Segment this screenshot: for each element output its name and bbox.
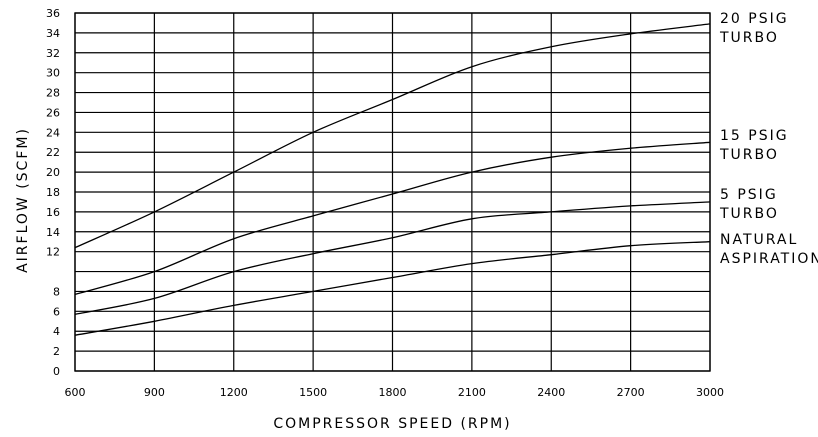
- x-tick-label: 2700: [617, 386, 645, 399]
- series-label-3-line-0: NATURAL: [720, 232, 798, 248]
- y-axis-title: AIRFLOW (SCFM): [15, 127, 31, 273]
- x-tick-label: 1500: [299, 386, 327, 399]
- series-label-2-line-0: 5 PSIG: [720, 187, 778, 203]
- y-tick-label: 26: [46, 106, 60, 119]
- x-axis-title: COMPRESSOR SPEED (RPM): [273, 416, 511, 432]
- x-tick-label: 1200: [220, 386, 248, 399]
- y-tick-label: 30: [46, 67, 60, 80]
- plot-frame: [74, 12, 711, 372]
- curve-layer: [74, 23, 711, 336]
- series-label-1-line-1: TURBO: [719, 147, 779, 163]
- y-tick-label: 22: [46, 146, 60, 159]
- y-tick-label: 28: [46, 87, 60, 100]
- x-tick-label: 3000: [696, 386, 724, 399]
- series-label-1-line-0: 15 PSIG: [720, 128, 789, 144]
- series-line-1: [74, 141, 711, 296]
- x-tick-label: 2100: [458, 386, 486, 399]
- x-tick-label: 1800: [379, 386, 407, 399]
- y-tick-label: 6: [53, 305, 60, 318]
- series-label-0-line-0: 20 PSIG: [720, 11, 789, 27]
- series-line-2: [74, 201, 711, 315]
- series-labels: 20 PSIG TURBO 15 PSIG TURBO 5 PSIG TURBO NATUR…: [719, 11, 818, 267]
- y-tick-label: 18: [46, 186, 60, 199]
- y-tick-label: 34: [46, 27, 60, 40]
- y-tick-label: 32: [46, 47, 60, 60]
- series-line-3: [74, 241, 711, 336]
- y-tick-label: 20: [46, 166, 60, 179]
- y-tick-label: 2: [53, 345, 60, 358]
- x-tick-label: 2400: [537, 386, 565, 399]
- x-tick-labels: 600 900 1200 1500 1800 2100 2400 2700 3000: [65, 386, 725, 399]
- series-label-2-line-1: TURBO: [719, 206, 779, 222]
- y-tick-label: 14: [46, 226, 60, 239]
- y-tick-label: 24: [46, 126, 60, 139]
- y-tick-label: 0: [53, 365, 60, 378]
- y-tick-label: 16: [46, 206, 60, 219]
- y-tick-label: 4: [53, 325, 60, 338]
- series-line-0: [74, 23, 711, 249]
- y-tick-label: 36: [46, 7, 60, 20]
- y-tick-label: 12: [46, 246, 60, 259]
- grid-layer: [74, 12, 711, 372]
- x-tick-label: 600: [65, 386, 86, 399]
- series-label-0-line-1: TURBO: [719, 30, 779, 46]
- series-label-3-line-1: ASPIRATION: [720, 251, 818, 267]
- y-tick-label: 8: [53, 285, 60, 298]
- x-tick-label: 900: [144, 386, 165, 399]
